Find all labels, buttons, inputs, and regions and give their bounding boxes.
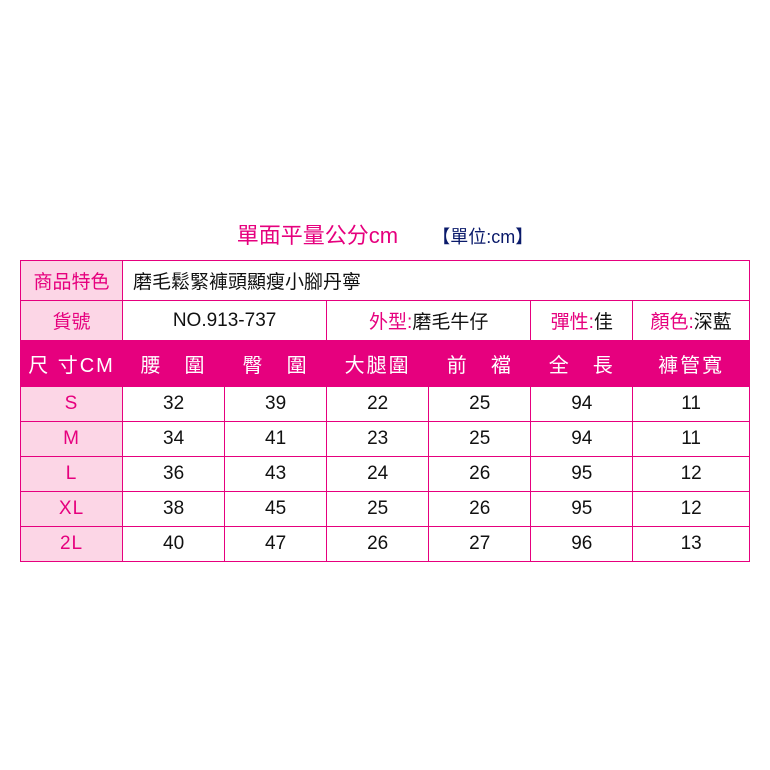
- data-cell: 26: [429, 492, 531, 527]
- data-cell: 43: [225, 457, 327, 492]
- col-rise: 前 襠: [429, 341, 531, 387]
- data-cell: 26: [327, 527, 429, 562]
- feature-row: 商品特色 磨毛鬆緊褲頭顯瘦小腳丹寧: [21, 261, 750, 301]
- data-cell: 47: [225, 527, 327, 562]
- data-cell: 25: [429, 422, 531, 457]
- sku-label: 貨號: [21, 301, 123, 341]
- data-cell: 12: [633, 492, 750, 527]
- info-row: 貨號 NO.913-737 外型:磨毛牛仔 彈性:佳 顏色:深藍: [21, 301, 750, 341]
- stretch-value: 佳: [594, 312, 613, 333]
- col-waist: 腰 圍: [123, 341, 225, 387]
- table-row: S 32 39 22 25 94 11: [21, 387, 750, 422]
- data-cell: 25: [327, 492, 429, 527]
- data-cell: 95: [531, 457, 633, 492]
- data-cell: 94: [531, 422, 633, 457]
- table-row: L 36 43 24 26 95 12: [21, 457, 750, 492]
- size-table: 商品特色 磨毛鬆緊褲頭顯瘦小腳丹寧 貨號 NO.913-737 外型:磨毛牛仔 …: [20, 260, 750, 562]
- data-cell: 24: [327, 457, 429, 492]
- color-value: 深藍: [694, 312, 732, 333]
- col-hem: 褲管寬: [633, 341, 750, 387]
- data-cell: 39: [225, 387, 327, 422]
- data-cell: 94: [531, 387, 633, 422]
- data-cell: 11: [633, 422, 750, 457]
- title-unit: 【單位:cm】: [432, 227, 533, 247]
- data-cell: 13: [633, 527, 750, 562]
- data-cell: 12: [633, 457, 750, 492]
- look-value: 磨毛牛仔: [412, 312, 488, 333]
- look-cell: 外型:磨毛牛仔: [327, 301, 531, 341]
- size-cell: M: [21, 422, 123, 457]
- feature-value: 磨毛鬆緊褲頭顯瘦小腳丹寧: [123, 261, 750, 301]
- size-cell: XL: [21, 492, 123, 527]
- size-cell: L: [21, 457, 123, 492]
- color-cell: 顏色:深藍: [633, 301, 750, 341]
- data-cell: 41: [225, 422, 327, 457]
- table-row: XL 38 45 25 26 95 12: [21, 492, 750, 527]
- look-label: 外型: [369, 312, 407, 333]
- data-cell: 45: [225, 492, 327, 527]
- col-thigh: 大腿圍: [327, 341, 429, 387]
- table-row: 2L 40 47 26 27 96 13: [21, 527, 750, 562]
- data-cell: 27: [429, 527, 531, 562]
- data-cell: 11: [633, 387, 750, 422]
- column-header-row: 尺 寸CM 腰 圍 臀 圍 大腿圍 前 襠 全 長 褲管寬: [21, 341, 750, 387]
- data-cell: 40: [123, 527, 225, 562]
- col-hip: 臀 圍: [225, 341, 327, 387]
- table-row: M 34 41 23 25 94 11: [21, 422, 750, 457]
- data-cell: 36: [123, 457, 225, 492]
- data-cell: 32: [123, 387, 225, 422]
- data-cell: 26: [429, 457, 531, 492]
- data-cell: 22: [327, 387, 429, 422]
- data-cell: 96: [531, 527, 633, 562]
- title-main: 單面平量公分cm: [237, 223, 398, 248]
- col-size: 尺 寸CM: [21, 341, 123, 387]
- stretch-cell: 彈性:佳: [531, 301, 633, 341]
- size-cell: 2L: [21, 527, 123, 562]
- data-cell: 38: [123, 492, 225, 527]
- size-chart-container: 單面平量公分cm 【單位:cm】 商品特色 磨毛鬆緊褲頭顯瘦小腳丹寧 貨號 NO…: [20, 208, 750, 562]
- data-cell: 95: [531, 492, 633, 527]
- data-cell: 23: [327, 422, 429, 457]
- data-cell: 34: [123, 422, 225, 457]
- size-cell: S: [21, 387, 123, 422]
- feature-label: 商品特色: [21, 261, 123, 301]
- col-length: 全 長: [531, 341, 633, 387]
- title-bar: 單面平量公分cm 【單位:cm】: [20, 208, 750, 260]
- stretch-label: 彈性: [551, 312, 589, 333]
- sku-value: NO.913-737: [123, 301, 327, 341]
- data-cell: 25: [429, 387, 531, 422]
- color-label: 顏色: [650, 312, 688, 333]
